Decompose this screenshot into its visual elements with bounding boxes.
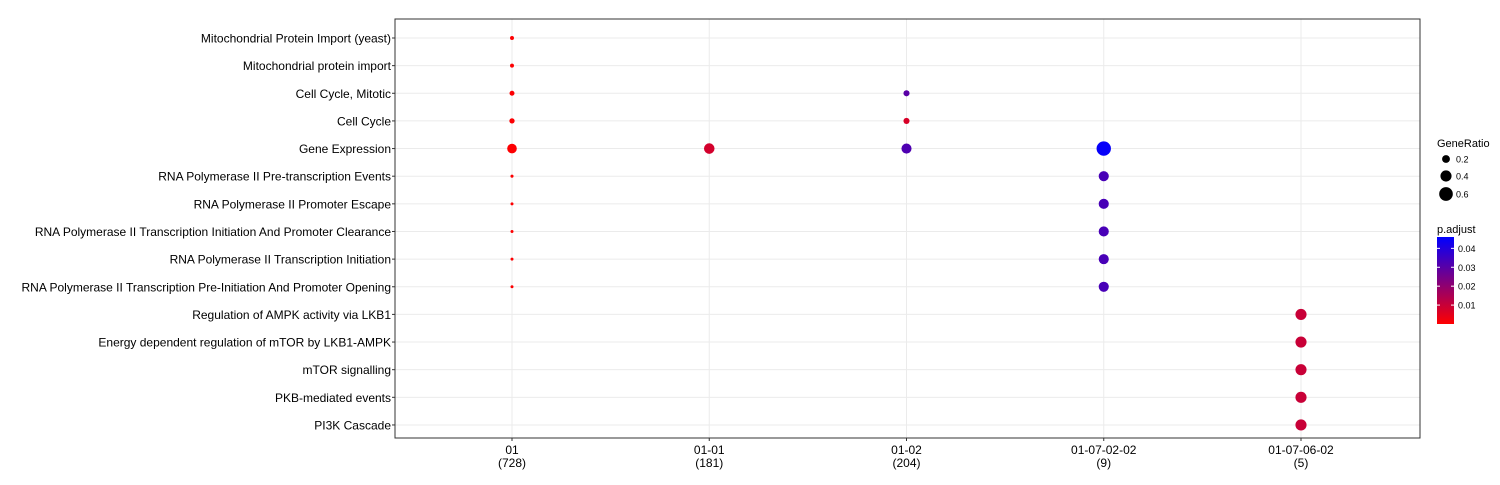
data-point xyxy=(903,90,910,97)
data-point xyxy=(1295,364,1307,376)
data-point xyxy=(1098,226,1109,237)
y-tick-label: RNA Polymerase II Transcription Initiati… xyxy=(170,253,391,267)
x-tick-count-label: (728) xyxy=(498,456,526,470)
y-tick-label: Gene Expression xyxy=(299,142,391,156)
x-tick-count-label: (9) xyxy=(1096,456,1111,470)
y-tick-label: Mitochondrial Protein Import (yeast) xyxy=(201,32,391,46)
y-tick-label: Mitochondrial protein import xyxy=(243,59,392,73)
y-tick-label: RNA Polymerase II Transcription Pre-Init… xyxy=(21,280,391,294)
data-point xyxy=(509,90,515,96)
y-tick-label: RNA Polymerase II Pre-transcription Even… xyxy=(158,170,391,184)
color-legend-label: 0.02 xyxy=(1458,282,1476,292)
color-legend-label: 0.03 xyxy=(1458,263,1476,273)
data-point xyxy=(510,63,514,68)
y-tick-label: PI3K Cascade xyxy=(314,418,391,432)
data-point xyxy=(1098,171,1109,182)
y-tick-label: mTOR signalling xyxy=(303,363,391,377)
data-point xyxy=(510,202,514,206)
y-tick-label: Cell Cycle xyxy=(337,114,391,128)
data-point xyxy=(510,174,514,178)
data-point xyxy=(1295,419,1307,431)
data-point xyxy=(510,285,514,289)
color-legend-label: 0.04 xyxy=(1458,244,1476,254)
data-point xyxy=(507,143,517,154)
x-tick-label: 01-02 xyxy=(891,443,922,457)
plot-panel xyxy=(395,19,1420,438)
size-legend-label: 0.6 xyxy=(1456,190,1469,200)
data-point xyxy=(703,143,715,154)
y-tick-label: Energy dependent regulation of mTOR by L… xyxy=(98,336,391,350)
data-point xyxy=(1096,141,1111,156)
x-tick-count-label: (5) xyxy=(1294,456,1309,470)
x-tick-label: 01-01 xyxy=(694,443,725,457)
x-tick-label: 01 xyxy=(505,443,519,457)
color-legend-title: p.adjust xyxy=(1437,224,1476,236)
data-point xyxy=(510,36,514,40)
y-tick-label: Regulation of AMPK activity via LKB1 xyxy=(192,308,391,322)
x-tick-label: 01-07-02-02 xyxy=(1071,443,1137,457)
x-tick-count-label: (181) xyxy=(695,456,723,470)
size-legend-label: 0.4 xyxy=(1456,172,1469,182)
size-legend-key xyxy=(1442,155,1450,163)
panel-border xyxy=(394,18,1421,439)
size-legend-key xyxy=(1440,170,1452,182)
size-legend-key xyxy=(1439,187,1453,201)
y-tick-label: PKB-mediated events xyxy=(275,391,391,405)
x-tick-count-label: (204) xyxy=(892,456,920,470)
y-tick-label: RNA Polymerase II Promoter Escape xyxy=(194,197,392,211)
size-legend-label: 0.2 xyxy=(1456,155,1469,165)
data-point xyxy=(510,229,514,233)
y-tick-label: RNA Polymerase II Transcription Initiati… xyxy=(35,225,391,239)
data-point xyxy=(1295,308,1307,320)
data-point xyxy=(1295,336,1307,348)
x-tick-label: 01-07-06-02 xyxy=(1268,443,1334,457)
size-legend-title: GeneRatio xyxy=(1437,138,1490,150)
data-point xyxy=(901,143,912,154)
data-point xyxy=(1295,391,1307,403)
data-point xyxy=(1098,281,1109,292)
data-point xyxy=(903,117,910,124)
data-point xyxy=(1098,198,1109,209)
data-point xyxy=(510,257,514,261)
color-legend-label: 0.01 xyxy=(1458,301,1476,311)
y-tick-label: Cell Cycle, Mitotic xyxy=(296,87,391,101)
data-point xyxy=(509,118,515,124)
data-point xyxy=(1098,254,1109,265)
color-legend-bar xyxy=(1437,237,1454,324)
